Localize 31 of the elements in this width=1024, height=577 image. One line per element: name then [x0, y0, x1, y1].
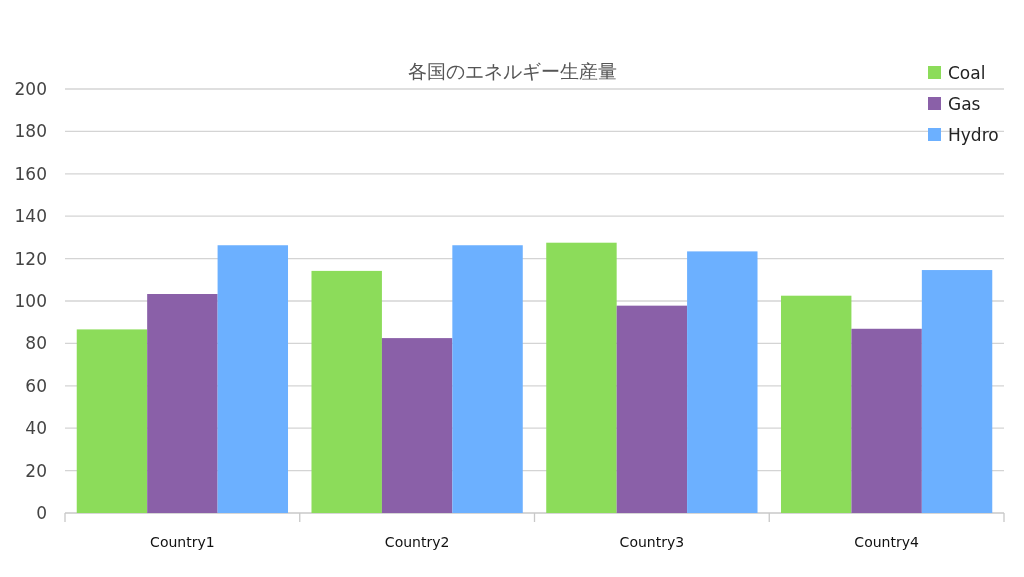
bar	[687, 251, 758, 513]
bar	[546, 242, 617, 513]
chart-title: 各国のエネルギー生産量	[408, 60, 617, 82]
bar	[616, 305, 688, 513]
y-tick-label: 80	[25, 333, 47, 354]
bar	[851, 328, 922, 513]
x-tick-label: Country1	[150, 534, 215, 550]
bar	[780, 295, 852, 513]
x-tick-label: Country2	[384, 534, 450, 550]
y-tick-label: 140	[14, 206, 47, 227]
bar	[921, 270, 993, 513]
bar	[147, 294, 218, 513]
legend-label: Gas	[948, 94, 981, 114]
y-tick-label: 100	[14, 291, 47, 311]
bar	[76, 329, 148, 513]
y-tick-label: 200	[14, 79, 47, 99]
y-tick-label: 180	[14, 121, 47, 142]
x-tick-label: Country4	[854, 534, 919, 550]
bar	[217, 245, 289, 513]
y-tick-label: 40	[25, 418, 47, 439]
bar	[381, 338, 453, 513]
bar	[311, 270, 382, 513]
y-tick-label: 160	[14, 163, 47, 184]
y-tick-label: 20	[25, 460, 47, 481]
legend-label: Hydro	[948, 125, 999, 145]
x-tick-label: Country3	[619, 534, 685, 550]
legend-label: Coal	[948, 63, 986, 83]
y-tick-label: 120	[14, 248, 47, 269]
bar	[452, 245, 523, 513]
y-tick-label: 60	[25, 375, 47, 396]
y-tick-label: 0	[36, 503, 47, 523]
